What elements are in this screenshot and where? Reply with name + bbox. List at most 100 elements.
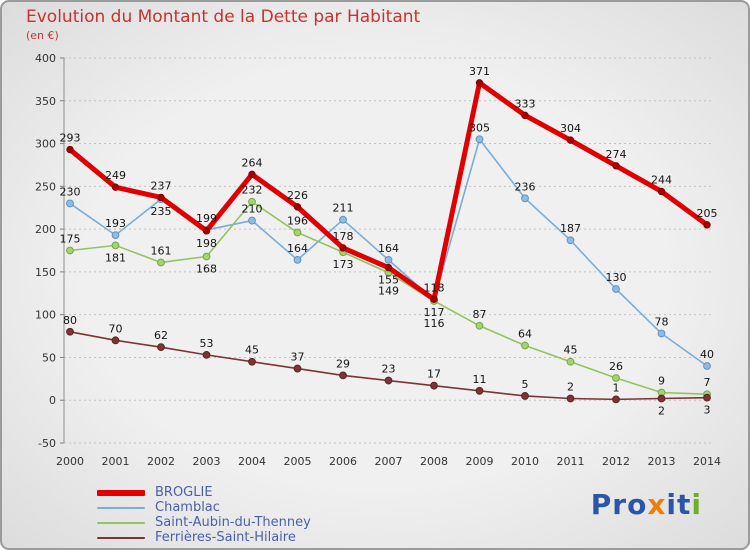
data-label: 23 (382, 363, 396, 376)
data-point (703, 221, 711, 229)
data-point (248, 357, 256, 366)
x-tick-label: 2006 (329, 455, 357, 468)
data-point (157, 343, 165, 352)
data-label: 211 (333, 202, 354, 215)
data-label: 117 (424, 306, 445, 319)
data-point (157, 258, 165, 267)
data-label: 181 (105, 251, 126, 264)
data-label: 249 (105, 169, 126, 182)
legend-label-chamblac: Chamblac (155, 500, 220, 515)
legend-swatch-broglie (97, 489, 145, 496)
data-label: 53 (200, 337, 214, 350)
data-point (566, 136, 575, 144)
data-label: 80 (63, 314, 77, 327)
y-tick-label: 50 (42, 351, 56, 364)
logo-letter: o (627, 488, 648, 521)
data-label: 45 (564, 344, 578, 357)
data-label: 2 (658, 405, 665, 418)
data-label: 198 (196, 237, 217, 250)
data-point (521, 392, 529, 400)
data-label: 7 (704, 376, 711, 389)
data-point (293, 256, 302, 264)
data-point (475, 321, 484, 330)
legend-item-ferrieres: Ferrières-Saint-Hilaire (97, 530, 311, 545)
legend-swatch-ferrieres (97, 536, 145, 539)
x-tick-label: 2005 (284, 455, 312, 468)
data-point (566, 236, 575, 245)
data-point (384, 256, 393, 264)
legend-label-broglie: BROGLIE (155, 485, 213, 500)
data-point (566, 357, 575, 366)
data-point (475, 79, 484, 87)
data-label: 196 (287, 215, 308, 228)
legend-label-ferrieres: Ferrières-Saint-Hilaire (155, 530, 296, 545)
logo-letter: i (666, 488, 677, 521)
data-point (339, 215, 347, 224)
data-label: 64 (518, 327, 532, 340)
legend-swatch-saint-aubin (97, 521, 145, 524)
data-label: 371 (469, 65, 490, 78)
data-label: 26 (609, 360, 623, 373)
data-label: 2 (567, 381, 574, 394)
data-label: 62 (154, 329, 168, 342)
legend-item-chamblac: Chamblac (97, 500, 311, 515)
data-label: 149 (378, 285, 399, 298)
y-tick-label: -50 (38, 437, 56, 450)
data-label: 164 (378, 242, 399, 255)
x-tick-label: 2014 (693, 455, 721, 468)
data-point (157, 193, 165, 202)
data-label: 87 (473, 308, 487, 321)
data-point (202, 227, 211, 235)
data-point (384, 376, 393, 385)
legend-item-broglie: BROGLIE (97, 485, 311, 500)
data-point (430, 381, 438, 390)
data-label: 193 (105, 217, 126, 230)
data-label: 199 (196, 212, 217, 225)
data-point (66, 145, 74, 154)
logo-letter: i (691, 488, 702, 521)
y-tick-label: 300 (35, 138, 56, 151)
y-tick-label: 200 (35, 223, 56, 236)
legend-item-saint-aubin: Saint-Aubin-du-Thenney (97, 515, 311, 530)
x-tick-label: 2009 (466, 455, 494, 468)
data-point (475, 135, 484, 144)
y-tick-label: 100 (35, 309, 56, 322)
data-point (657, 329, 666, 338)
chart-subtitle: (en €) (26, 29, 59, 42)
data-point (66, 246, 74, 255)
data-point (339, 371, 347, 380)
data-point (612, 374, 620, 382)
data-point (657, 394, 666, 403)
data-point (111, 241, 120, 250)
data-point (293, 228, 302, 237)
data-point (384, 263, 393, 272)
x-tick-label: 2004 (238, 455, 266, 468)
data-label: 304 (560, 122, 581, 135)
logo-letter: r (612, 488, 628, 521)
y-tick-label: 350 (35, 95, 56, 108)
data-point (566, 394, 575, 403)
data-label: 232 (242, 184, 263, 197)
data-label: 29 (336, 357, 350, 370)
data-label: 9 (658, 375, 665, 388)
data-label: 40 (700, 348, 714, 361)
data-label: 244 (651, 173, 672, 186)
data-label: 264 (242, 156, 263, 169)
data-label: 155 (378, 274, 399, 287)
data-label: 1 (613, 381, 620, 394)
data-point (657, 187, 666, 196)
data-point (111, 336, 120, 345)
data-point (293, 364, 302, 373)
data-point (339, 244, 347, 252)
data-label: 116 (424, 317, 445, 330)
y-tick-label: 400 (35, 52, 56, 65)
x-tick-label: 2007 (375, 455, 403, 468)
data-label: 274 (606, 148, 627, 161)
x-tick-label: 2002 (147, 455, 175, 468)
data-label: 333 (515, 97, 536, 110)
data-point (111, 231, 120, 240)
data-label: 187 (560, 222, 581, 235)
data-label: 70 (109, 322, 123, 335)
